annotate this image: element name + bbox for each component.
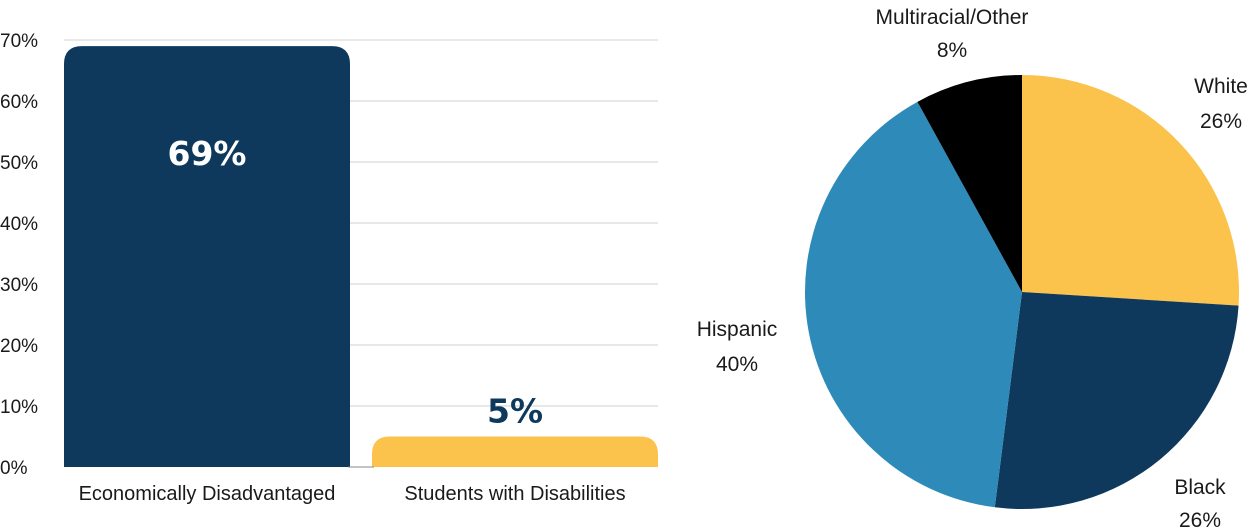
category-label: Economically Disadvantaged (79, 483, 336, 505)
y-tick-label: 50% (0, 153, 38, 174)
y-tick-label: 10% (0, 397, 38, 418)
pie-slice (994, 292, 1239, 509)
pie-slice-label: Black (1174, 476, 1226, 499)
bar (64, 46, 350, 467)
pie-slice-label: Multiracial/Other (876, 6, 1029, 29)
pie-slice-label: White (1194, 75, 1248, 98)
y-tick-label: 20% (0, 336, 38, 357)
pie-slice (1022, 75, 1239, 306)
pie-slice (804, 101, 1022, 508)
bar-chart: 0% 10% 20% 30% 40% 50% 60% 70% 69% Economically D… (0, 31, 658, 505)
bar-value-label: 69% (168, 134, 247, 173)
pie-chart: White 26% Black 26% Hispanic 40% Multiracial/O… (697, 6, 1248, 529)
y-tick-label: 40% (0, 214, 38, 235)
y-tick-label: 0% (0, 458, 28, 479)
pie-slice-value: 26% (1200, 110, 1242, 133)
bar (372, 436, 658, 467)
category-label: Students with Disabilities (404, 483, 625, 505)
y-tick-label: 70% (0, 31, 38, 52)
pie-slice-value: 40% (716, 353, 758, 376)
pie-slice (917, 75, 1022, 292)
pie-slice-value: 8% (937, 39, 967, 62)
y-tick-label: 30% (0, 275, 38, 296)
y-tick-label: 60% (0, 92, 38, 113)
pie-slice-label: Hispanic (697, 318, 778, 341)
pie-slice-value: 26% (1179, 509, 1221, 529)
bar-value-label: 5% (487, 392, 543, 431)
